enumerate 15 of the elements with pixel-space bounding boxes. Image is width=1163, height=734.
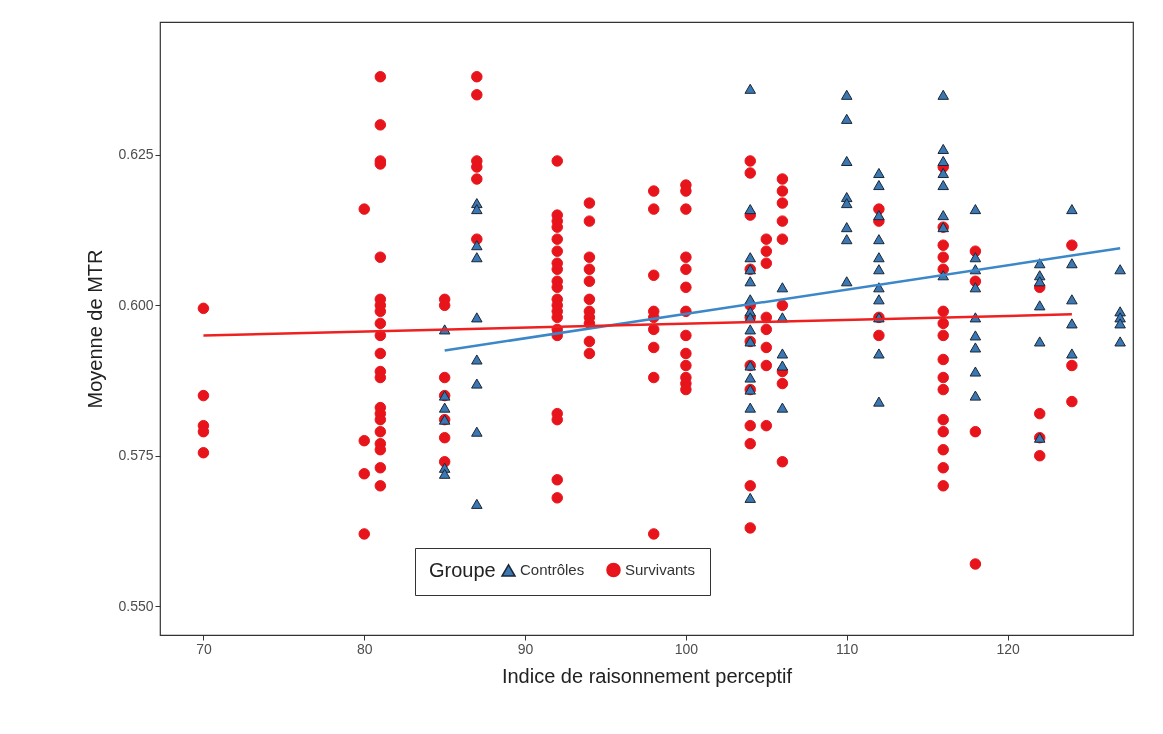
y-tick-label: 0.625	[118, 146, 154, 163]
legend-label: Survivants	[625, 560, 696, 578]
y-axis-title: Moyenne de MTR	[84, 249, 107, 409]
x-tick-label: 100	[674, 640, 699, 657]
legend-label: Contrôles	[520, 561, 585, 579]
x-tick-label: 120	[996, 640, 1020, 657]
legend-title: Groupe	[429, 559, 496, 581]
x-axis-title: Indice de raisonnement perceptif	[501, 664, 793, 687]
y-tick-label: 0.600	[118, 296, 154, 313]
x-tick-label: 90	[517, 640, 534, 657]
x-tick-label: 110	[836, 640, 859, 657]
x-tick-label: 70	[196, 640, 212, 657]
y-tick-label: 0.550	[118, 597, 154, 614]
y-tick-label: 0.575	[118, 447, 154, 464]
x-tick-label: 80	[356, 640, 373, 657]
